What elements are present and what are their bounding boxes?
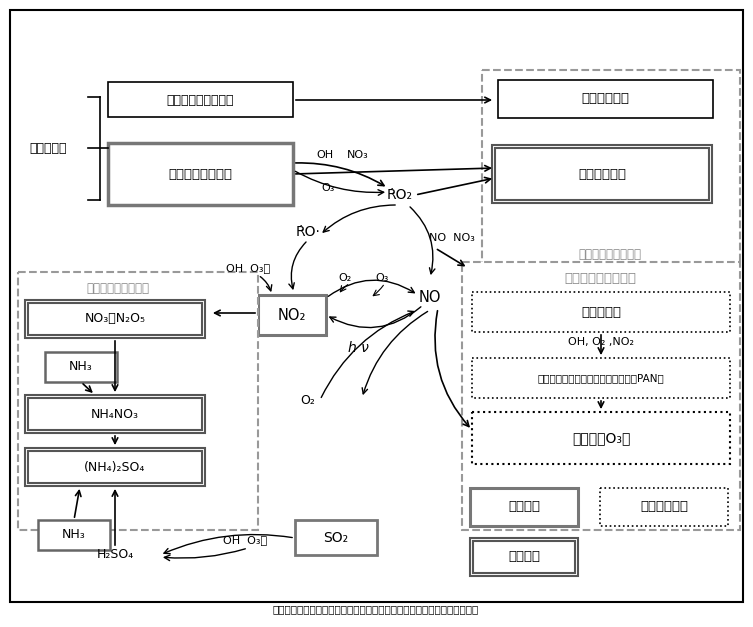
Bar xyxy=(45,352,117,382)
Bar xyxy=(28,398,202,430)
Text: オキシダント: オキシダント xyxy=(640,500,688,514)
Bar xyxy=(495,148,709,200)
Text: 出典：炭化水素類に係る科学的基礎情報調査（三菱化学安全科学研究所）: 出典：炭化水素類に係る科学的基礎情報調査（三菱化学安全科学研究所） xyxy=(273,604,479,614)
Bar xyxy=(600,488,728,526)
Text: OH  O₃等: OH O₃等 xyxy=(226,263,270,273)
Bar xyxy=(295,520,377,555)
Bar xyxy=(108,143,293,205)
Bar xyxy=(492,145,712,203)
Bar xyxy=(473,541,575,573)
Text: H₂SO₄: H₂SO₄ xyxy=(96,549,133,562)
Text: オゾン（O₃）: オゾン（O₃） xyxy=(572,431,630,445)
Bar xyxy=(28,303,202,335)
Bar xyxy=(472,292,730,332)
Bar xyxy=(38,520,110,550)
Bar xyxy=(25,448,205,486)
Text: NH₃: NH₃ xyxy=(62,529,86,542)
Bar xyxy=(18,272,258,530)
Text: O₂: O₂ xyxy=(300,394,316,406)
Text: OH  O₃等: OH O₃等 xyxy=(223,535,267,545)
Text: アルデヒド: アルデヒド xyxy=(581,305,621,319)
Text: 非揮発性有機化合物: 非揮発性有機化合物 xyxy=(166,93,233,107)
Text: 二次粒子: 二次粒子 xyxy=(508,551,540,564)
Text: ṘO₂: ṘO₂ xyxy=(387,188,413,202)
Text: O₃: O₃ xyxy=(375,273,389,283)
Text: NH₄NO₃: NH₄NO₃ xyxy=(91,408,139,421)
Text: 二次有機粒子: 二次有機粒子 xyxy=(578,167,626,181)
Text: NO  NO₃: NO NO₃ xyxy=(429,233,475,243)
Text: O₃: O₃ xyxy=(322,183,334,193)
Bar xyxy=(498,80,713,118)
Bar xyxy=(482,70,740,265)
Text: 光化学オキシダント: 光化学オキシダント xyxy=(564,271,636,285)
Bar xyxy=(25,300,205,338)
Bar xyxy=(108,82,293,117)
Text: 有機化合物: 有機化合物 xyxy=(29,142,67,154)
Text: OH, O₂ ,NO₂: OH, O₂ ,NO₂ xyxy=(568,337,634,347)
Text: 揮発性有機化合物: 揮発性有機化合物 xyxy=(168,167,232,181)
Text: ペルオキシアセチルナイトレート（PAN）: ペルオキシアセチルナイトレート（PAN） xyxy=(538,373,664,383)
Bar xyxy=(462,262,740,530)
Text: NO₂: NO₂ xyxy=(278,307,306,322)
Text: NO₃、N₂O₅: NO₃、N₂O₅ xyxy=(84,312,145,325)
Text: OH: OH xyxy=(316,150,334,160)
Text: ṘO·: ṘO· xyxy=(296,225,321,239)
Text: h ν: h ν xyxy=(348,341,368,355)
Bar xyxy=(25,395,205,433)
Text: (NH₄)₂SO₄: (NH₄)₂SO₄ xyxy=(84,460,145,473)
Bar xyxy=(472,358,730,398)
Text: NO₃: NO₃ xyxy=(347,150,369,160)
Text: 前駆ガス: 前駆ガス xyxy=(508,500,540,514)
Bar xyxy=(28,451,202,483)
Text: SO₂: SO₂ xyxy=(324,531,349,545)
Text: ＳＰＭ（無機粒子）: ＳＰＭ（無機粒子） xyxy=(87,282,150,295)
Bar xyxy=(470,538,578,576)
Text: 一次有機粒子: 一次有機粒子 xyxy=(581,93,629,105)
Bar xyxy=(472,412,730,464)
Text: NO: NO xyxy=(419,290,441,305)
Bar xyxy=(470,488,578,526)
Bar xyxy=(258,295,326,335)
Text: O₂: O₂ xyxy=(338,273,352,283)
Text: ＳＰＭ（有機粒子）: ＳＰＭ（有機粒子） xyxy=(578,248,642,261)
Text: NH₃: NH₃ xyxy=(69,361,93,374)
